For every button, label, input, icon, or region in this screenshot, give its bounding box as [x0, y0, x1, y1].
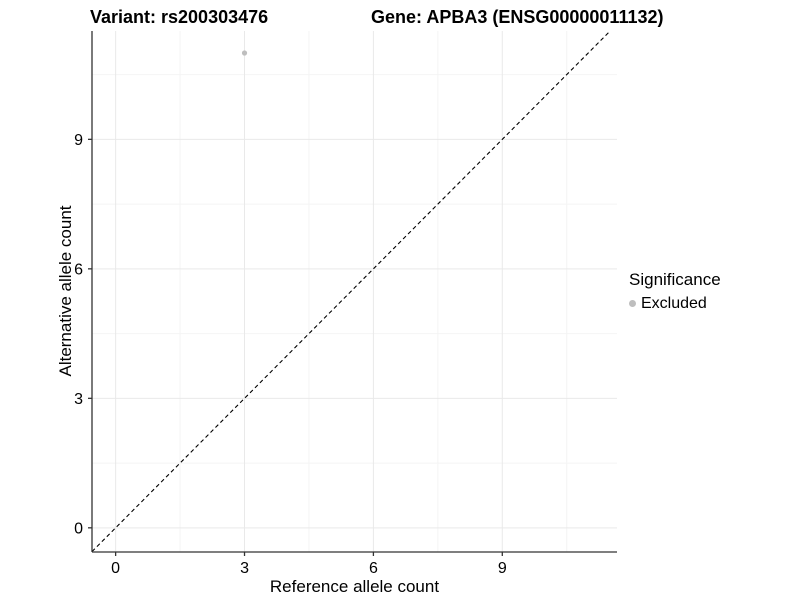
- plot-title-variant: Variant: rs200303476: [90, 7, 269, 27]
- y-tick-label: 6: [74, 261, 83, 278]
- legend-item-label: Excluded: [641, 295, 707, 312]
- x-tick-label: 3: [240, 560, 249, 577]
- legend-entries: Excluded: [629, 294, 721, 313]
- legend-point-icon: [629, 300, 636, 307]
- y-tick-label: 3: [74, 391, 83, 408]
- plot-title-gene: Gene: APBA3 (ENSG00000011132): [371, 7, 664, 27]
- y-tick-label: 9: [74, 132, 83, 149]
- legend: Significance Excluded: [629, 270, 721, 313]
- y-tick-label: 0: [74, 520, 83, 537]
- legend-title: Significance: [629, 270, 721, 289]
- x-tick-label: 0: [111, 560, 120, 577]
- identity-line: [91, 30, 611, 552]
- legend-item: Excluded: [629, 294, 721, 313]
- data-point: [241, 50, 248, 56]
- y-axis-title: Alternative allele count: [56, 205, 75, 377]
- x-tick-label: 9: [498, 560, 507, 577]
- x-tick-label: 6: [369, 560, 378, 577]
- x-axis-title: Reference allele count: [269, 577, 440, 596]
